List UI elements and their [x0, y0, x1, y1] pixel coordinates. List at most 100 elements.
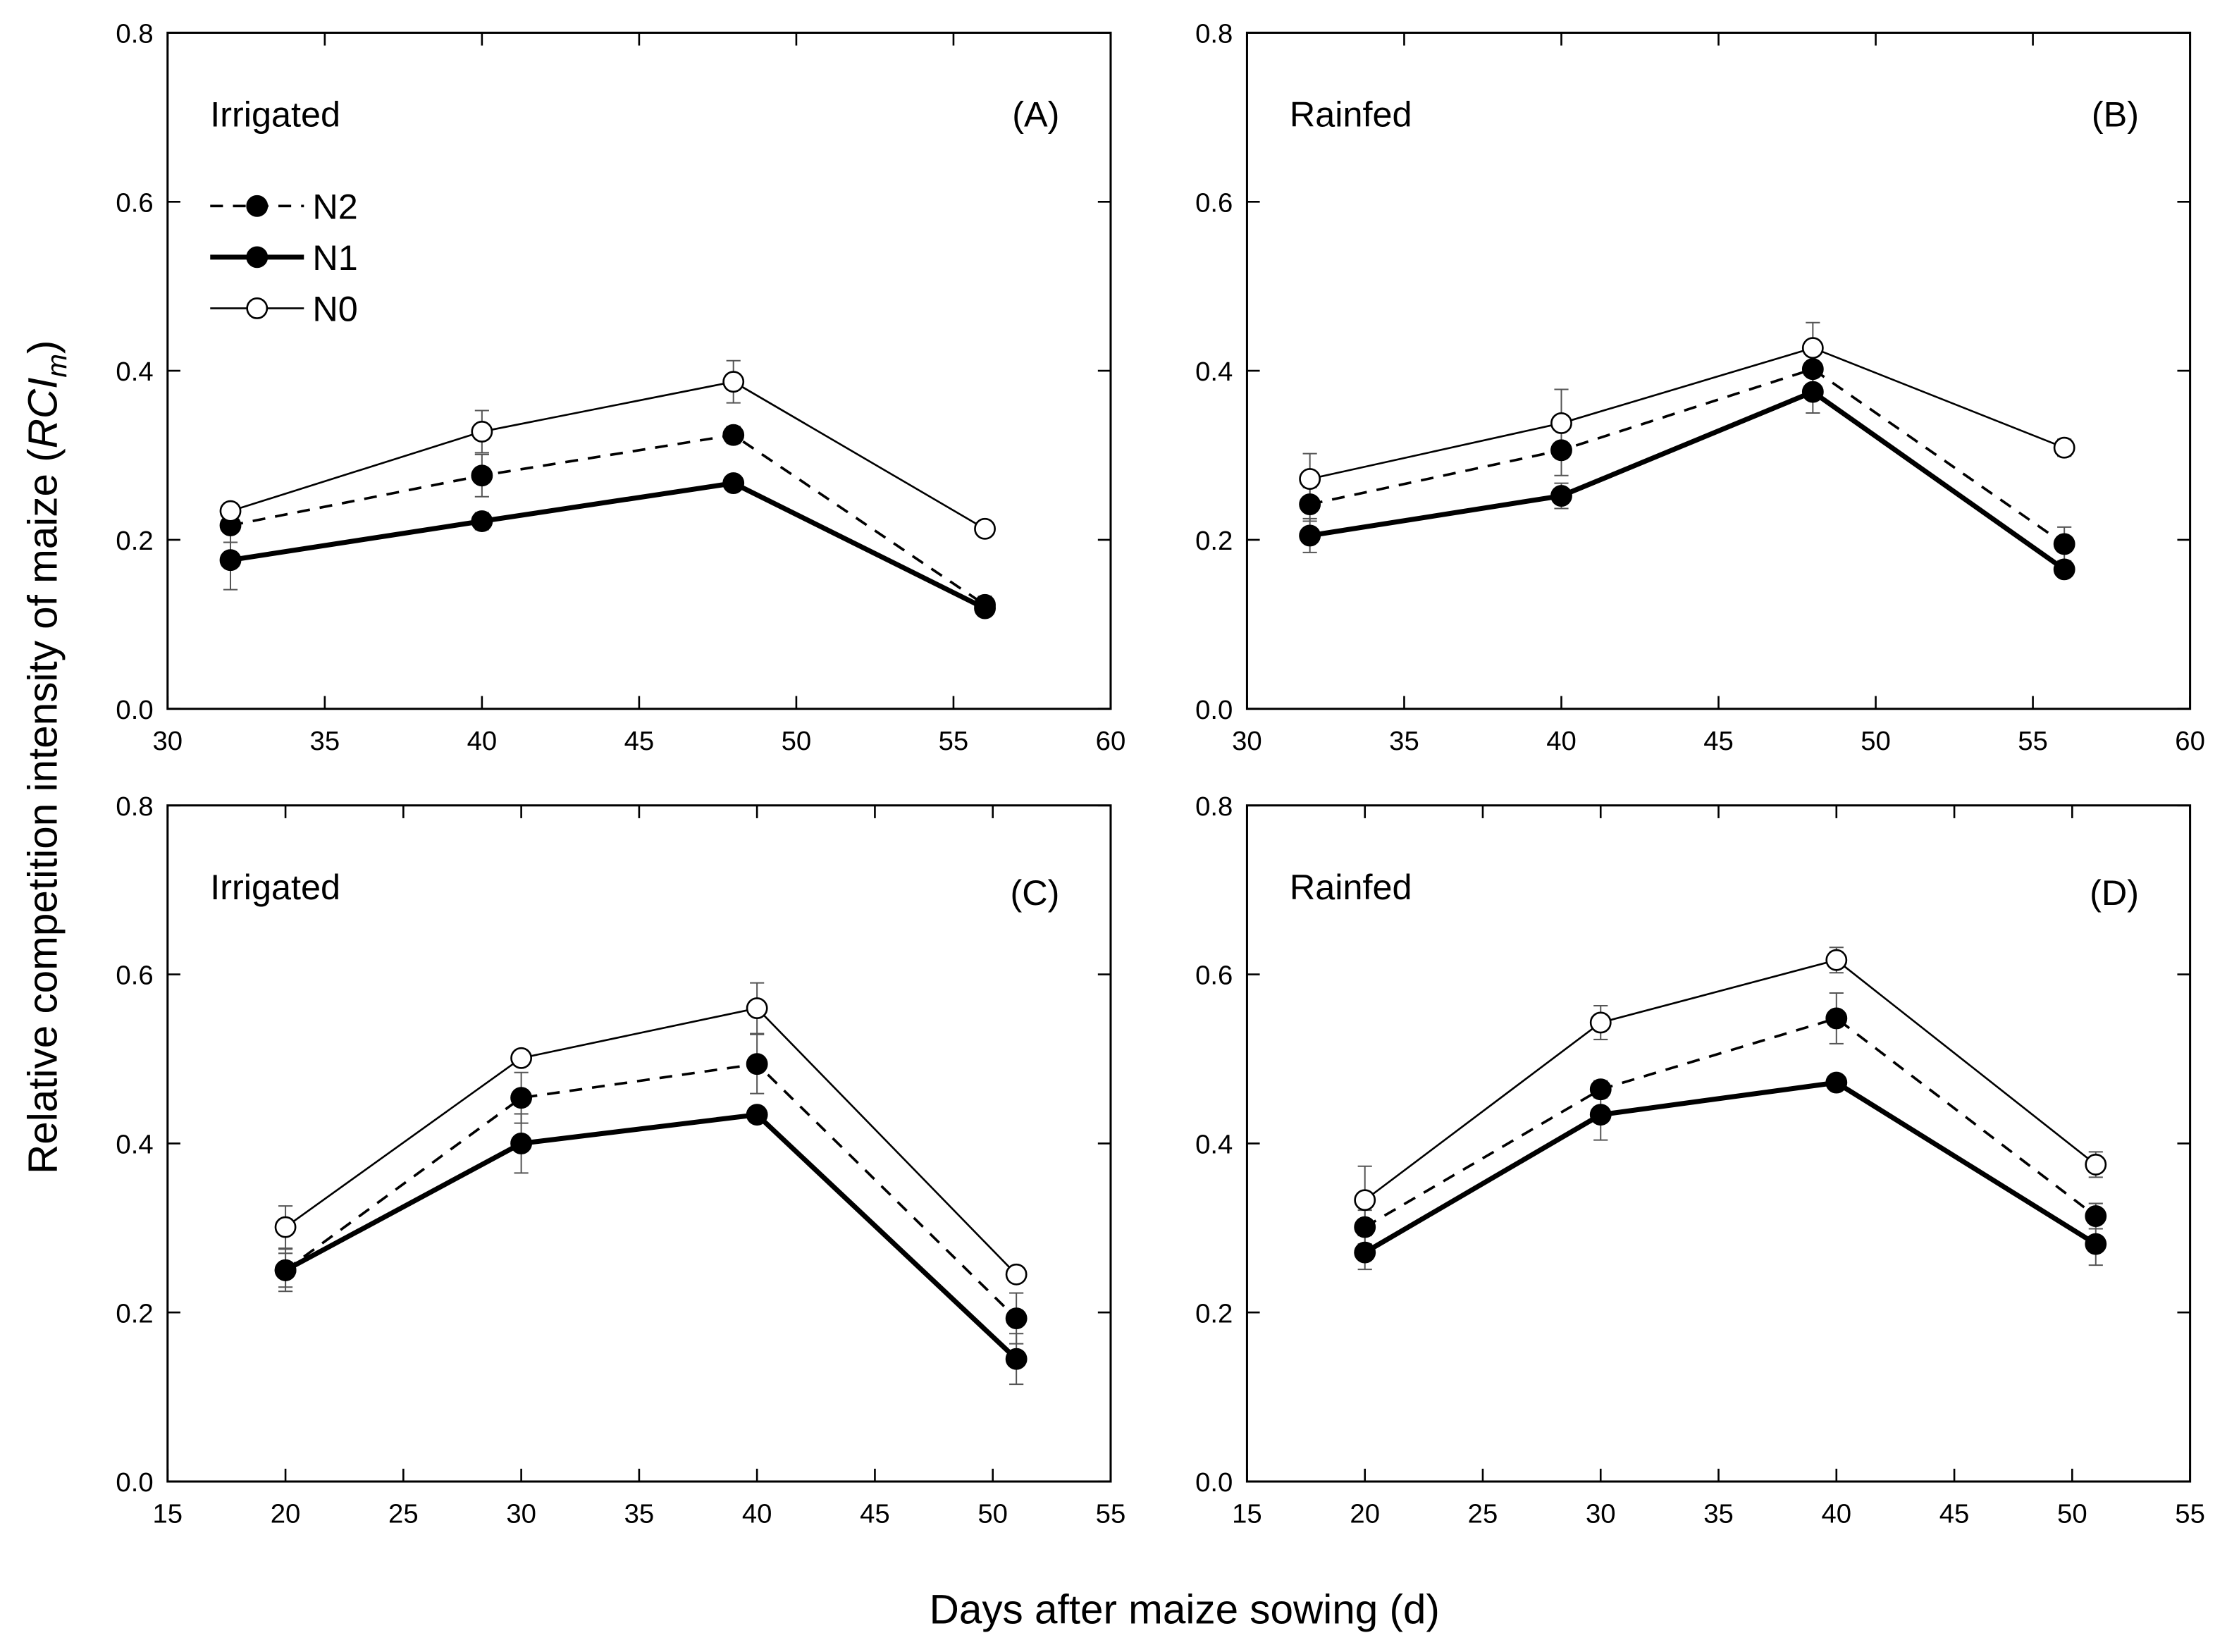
- x-tick-label: 50: [977, 1499, 1008, 1529]
- data-point: [2085, 1205, 2107, 1227]
- series-line: [285, 1062, 1018, 1319]
- data-point: [974, 597, 996, 620]
- panel-label: (A): [1012, 94, 1059, 134]
- x-tick-label: 55: [2018, 726, 2048, 756]
- x-tick-label: 15: [1232, 1499, 1262, 1529]
- series-line: [285, 1007, 1018, 1276]
- data-point: [2085, 1153, 2107, 1176]
- data-point: [274, 1216, 297, 1238]
- panel-label: (B): [2092, 94, 2139, 134]
- x-tick-label: 50: [1861, 726, 1891, 756]
- series-line: [1309, 389, 2066, 572]
- y-tick-label: 0.4: [1195, 1130, 1233, 1160]
- data-point: [1589, 1078, 1612, 1101]
- legend-label: N0: [312, 289, 357, 329]
- data-point: [219, 500, 242, 522]
- x-tick-label: 20: [271, 1499, 301, 1529]
- data-point: [1825, 949, 1848, 971]
- x-tick-label: 55: [1096, 1499, 1126, 1529]
- annotation: Irrigated: [210, 94, 340, 134]
- series-line: [1364, 958, 2097, 1201]
- x-tick-label: 50: [2057, 1499, 2087, 1529]
- panel-label: (C): [1010, 873, 1059, 913]
- data-point: [746, 997, 768, 1019]
- y-axis-label: Relative competition intensity of maize …: [20, 340, 73, 1174]
- x-tick-label: 60: [2175, 726, 2205, 756]
- data-point: [471, 464, 493, 487]
- y-tick-label: 0.0: [116, 1467, 153, 1498]
- data-point: [471, 421, 493, 443]
- data-point: [1801, 337, 1824, 359]
- annotation: Rainfed: [1290, 94, 1412, 134]
- x-tick-label: 30: [153, 726, 183, 756]
- x-tick-label: 35: [1389, 726, 1419, 756]
- data-point: [1299, 524, 1321, 547]
- series-line: [230, 433, 986, 606]
- data-point: [1801, 381, 1824, 403]
- panel-label: (D): [2090, 873, 2139, 913]
- x-tick-label: 15: [153, 1499, 183, 1529]
- annotation: Irrigated: [210, 867, 340, 907]
- x-tick-label: 40: [1821, 1499, 1851, 1529]
- data-point: [1005, 1263, 1028, 1286]
- data-point: [274, 1259, 297, 1281]
- data-point: [2053, 558, 2075, 581]
- x-tick-label: 40: [742, 1499, 772, 1529]
- legend-label: N2: [312, 186, 357, 226]
- data-point: [219, 549, 242, 572]
- legend-label: N1: [312, 238, 357, 278]
- series-line: [1364, 1016, 2097, 1228]
- x-axis-label: Days after maize sowing (d): [930, 1587, 1440, 1633]
- data-point: [722, 371, 745, 393]
- data-point: [1550, 439, 1572, 462]
- series-line: [1363, 1080, 2097, 1255]
- data-point: [1550, 485, 1572, 507]
- x-tick-label: 25: [388, 1499, 419, 1529]
- data-point: [1299, 493, 1321, 515]
- y-label-text: Relative competition intensity of maize …: [20, 448, 66, 1174]
- y-tick-label: 0.4: [116, 1130, 153, 1160]
- data-point: [1005, 1348, 1028, 1370]
- data-point: [510, 1133, 533, 1154]
- series-line: [1309, 367, 2066, 545]
- x-tick-label: 40: [1546, 726, 1577, 756]
- y-label-subscript: m: [42, 354, 73, 378]
- data-point: [1801, 358, 1824, 381]
- data-point: [471, 510, 493, 532]
- series-line: [230, 381, 986, 530]
- x-tick-label: 30: [506, 1499, 536, 1529]
- x-tick-label: 45: [1703, 726, 1734, 756]
- data-point: [722, 472, 745, 494]
- x-tick-label: 50: [782, 726, 812, 756]
- y-tick-label: 0.8: [116, 791, 153, 822]
- y-tick-label: 0.4: [116, 357, 153, 387]
- x-tick-label: 55: [2175, 1499, 2205, 1529]
- x-tick-label: 30: [1586, 1499, 1616, 1529]
- y-tick-label: 0.2: [1195, 1298, 1233, 1329]
- y-tick-label: 0.2: [116, 1298, 153, 1329]
- x-tick-label: 30: [1232, 726, 1262, 756]
- y-tick-label: 0.8: [1195, 791, 1233, 822]
- y-tick-label: 0.8: [1195, 19, 1233, 49]
- y-tick-label: 0.6: [1195, 961, 1233, 991]
- y-tick-label: 0.2: [1195, 526, 1233, 556]
- y-label-italic: RCI: [20, 378, 66, 449]
- series-line: [284, 1111, 1018, 1361]
- data-point: [2053, 436, 2075, 459]
- y-tick-label: 0.4: [1195, 357, 1233, 387]
- annotation: Rainfed: [1290, 867, 1412, 907]
- x-tick-label: 45: [860, 1499, 890, 1529]
- legend-marker: [246, 246, 269, 269]
- data-point: [746, 1053, 768, 1075]
- y-tick-label: 0.2: [116, 526, 153, 556]
- data-point: [974, 517, 996, 540]
- data-point: [1589, 1104, 1612, 1126]
- data-point: [1354, 1241, 1376, 1264]
- y-tick-label: 0.6: [116, 961, 153, 991]
- data-point: [1354, 1189, 1376, 1212]
- data-point: [2053, 533, 2075, 555]
- x-tick-label: 20: [1350, 1499, 1380, 1529]
- y-tick-label: 0.6: [1195, 187, 1233, 218]
